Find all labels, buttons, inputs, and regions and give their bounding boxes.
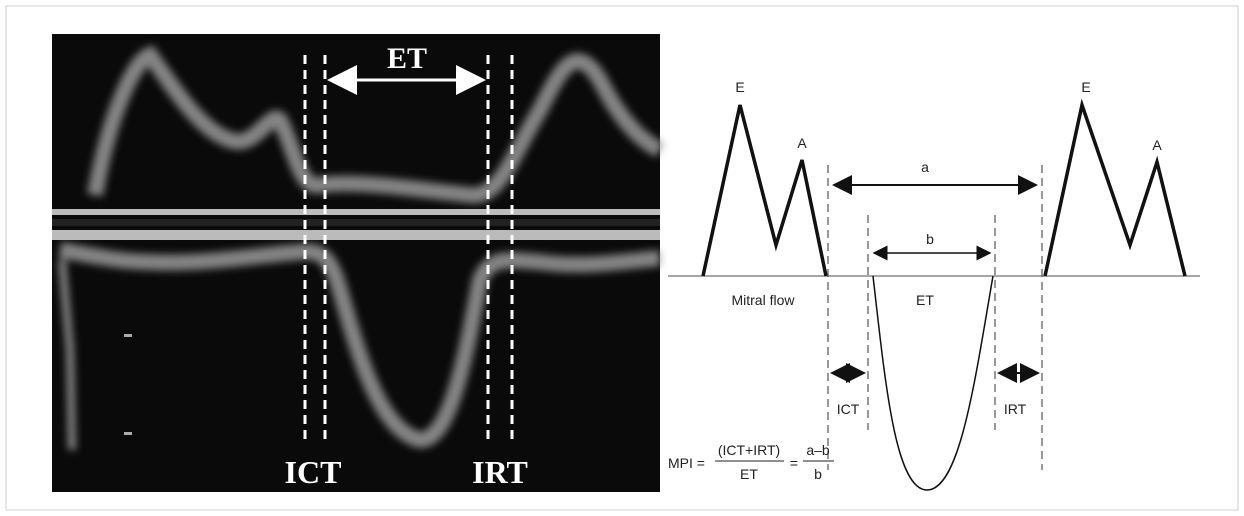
label: IRT bbox=[1004, 401, 1027, 417]
figure: ET ICT IRT E A E A a b Mitral flow ET IC… bbox=[0, 0, 1244, 516]
label: E bbox=[735, 79, 744, 95]
label: b bbox=[926, 231, 934, 247]
label: IRT bbox=[472, 454, 528, 490]
formula-text: a–b bbox=[806, 442, 830, 458]
schematic: E A E A a b Mitral flow ET ICT IRT MPI =… bbox=[668, 79, 1200, 490]
formula-text: = bbox=[790, 455, 798, 471]
label: A bbox=[797, 135, 807, 151]
formula: MPI = (ICT+IRT) ET = a–b b bbox=[668, 442, 834, 482]
page: ET ICT IRT E A E A a b Mitral flow ET IC… bbox=[0, 0, 1244, 516]
label: Mitral flow bbox=[731, 292, 795, 308]
label: ET bbox=[387, 42, 427, 75]
label: A bbox=[1152, 137, 1162, 153]
formula-text: b bbox=[814, 466, 822, 482]
label: a bbox=[921, 159, 929, 175]
label: ICT bbox=[285, 454, 342, 490]
formula-text: ET bbox=[740, 466, 758, 482]
formula-text: MPI = bbox=[668, 455, 705, 471]
formula-text: (ICT+IRT) bbox=[718, 442, 780, 458]
label: E bbox=[1081, 79, 1090, 95]
label: ET bbox=[916, 292, 934, 308]
label: ICT bbox=[837, 401, 860, 417]
doppler-image: ET ICT IRT bbox=[52, 34, 660, 492]
